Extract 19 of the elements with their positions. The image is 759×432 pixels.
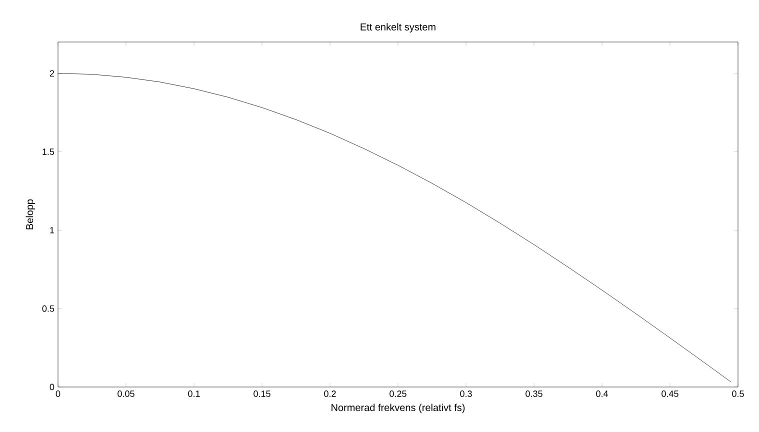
y-tick-label: 1.5 [42, 148, 54, 155]
x-tick-label: 0.45 [662, 390, 678, 397]
x-tick-label: 0.5 [732, 390, 744, 397]
x-tick-label: 0.1 [188, 390, 200, 397]
x-tick-label: 0.4 [596, 390, 608, 397]
x-tick-label: 0.35 [526, 390, 542, 397]
y-tick-label: 2 [50, 70, 54, 77]
x-tick-label: 0.25 [390, 390, 406, 397]
x-tick-label: 0.05 [118, 390, 134, 397]
y-tick-label: 0 [50, 384, 54, 390]
chart-title: Ett enkelt system [360, 23, 436, 32]
x-tick-label: 0.3 [460, 390, 472, 397]
x-tick-label: 0 [56, 390, 60, 397]
y-tick-label: 0.5 [42, 305, 54, 312]
y-tick-label: 1 [50, 227, 54, 234]
x-tick-label: 0.15 [254, 390, 270, 397]
y-axis-title: Belopp [26, 199, 36, 230]
x-tick-label: 0.2 [324, 390, 336, 397]
x-axis-title: Normerad frekvens (relativt fs) [332, 404, 465, 414]
